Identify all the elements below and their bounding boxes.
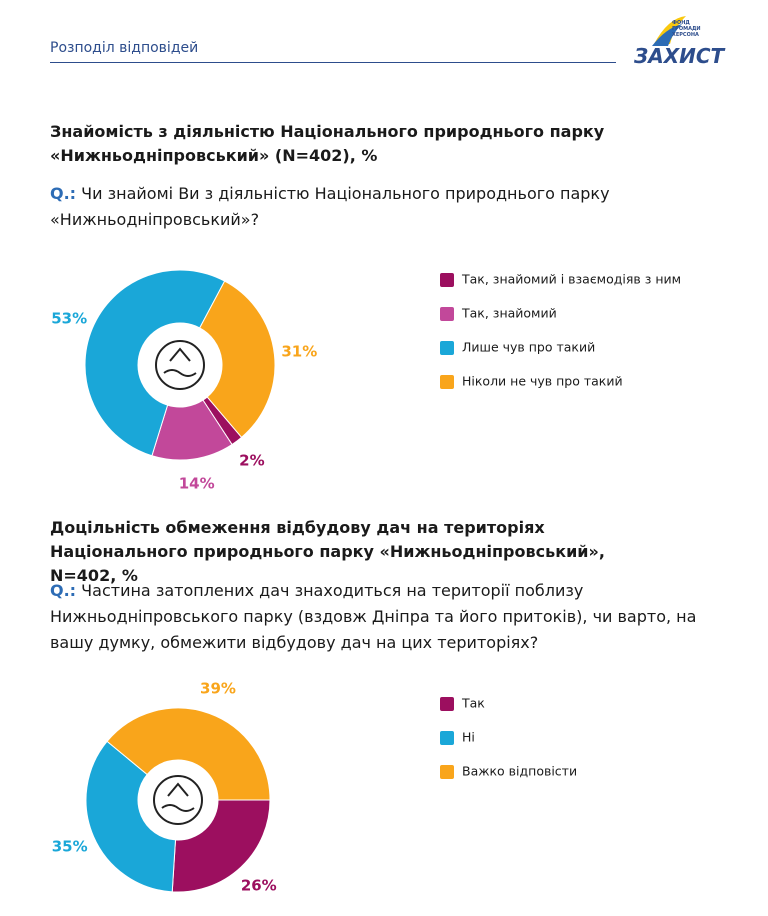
donut-slice bbox=[199, 280, 276, 439]
chart-title: Знайомість з діяльністю Національного пр… bbox=[50, 122, 605, 165]
data-label: 31% bbox=[281, 343, 317, 361]
center-icon bbox=[155, 340, 205, 390]
legend-label: Ніколи не чув про такий bbox=[462, 374, 623, 389]
question: Q.: Чи знайомі Ви з діяльністю Національ… bbox=[50, 181, 640, 233]
data-label: 53% bbox=[51, 309, 87, 327]
donut-slice bbox=[84, 269, 226, 457]
legend-label: Так, знайомий і взаємодіяв з ним bbox=[461, 272, 681, 287]
legend-swatch bbox=[440, 307, 454, 321]
question-text: Частина затоплених дач знаходиться на те… bbox=[50, 581, 697, 652]
center-icon bbox=[161, 782, 195, 812]
legend-swatch bbox=[440, 273, 454, 287]
logo-name: ЗАХИСТ bbox=[634, 44, 725, 68]
header-title: Розподіл відповідей bbox=[50, 40, 199, 56]
center-icon bbox=[163, 347, 197, 377]
data-label: 39% bbox=[200, 679, 236, 697]
question-text: Чи знайомі Ви з діяльністю Національного… bbox=[50, 184, 610, 229]
legend-label: Ні bbox=[462, 730, 475, 745]
logo-caption: ФОНД ГРОМАДИ ХЕРСОНА bbox=[672, 20, 701, 38]
center-icon bbox=[153, 775, 203, 825]
chart: 26% Так 35% Ні 39% Важко відповісти bbox=[52, 679, 577, 895]
data-label: 14% bbox=[179, 474, 215, 492]
legend-label: Лише чув про такий bbox=[462, 340, 595, 355]
legend-swatch bbox=[440, 341, 454, 355]
legend-swatch bbox=[440, 765, 454, 779]
header-rule bbox=[50, 62, 616, 63]
data-label: 26% bbox=[241, 877, 277, 895]
question-label: Q.: bbox=[50, 184, 77, 203]
data-label: 2% bbox=[239, 452, 264, 470]
legend-label: Так, знайомий bbox=[461, 306, 557, 321]
legend-label: Важко відповісти bbox=[462, 764, 577, 779]
data-label: 35% bbox=[52, 837, 88, 855]
logo-mark bbox=[652, 16, 686, 46]
legend-swatch bbox=[440, 375, 454, 389]
chart: 2% Так, знайомий і взаємодіяв з ним 14% Так… bbox=[51, 269, 681, 492]
legend-label: Так bbox=[461, 696, 485, 711]
donut-slice bbox=[106, 707, 271, 801]
chart-title: Доцільність обмеження відбудову дач на т… bbox=[50, 518, 605, 585]
donut-slice bbox=[85, 740, 177, 893]
donut-slice bbox=[171, 799, 271, 893]
legend-swatch bbox=[440, 697, 454, 711]
legend-swatch bbox=[440, 731, 454, 745]
question-label: Q.: bbox=[50, 581, 77, 600]
question: Q.: Частина затоплених дач знаходиться н… bbox=[50, 578, 710, 656]
